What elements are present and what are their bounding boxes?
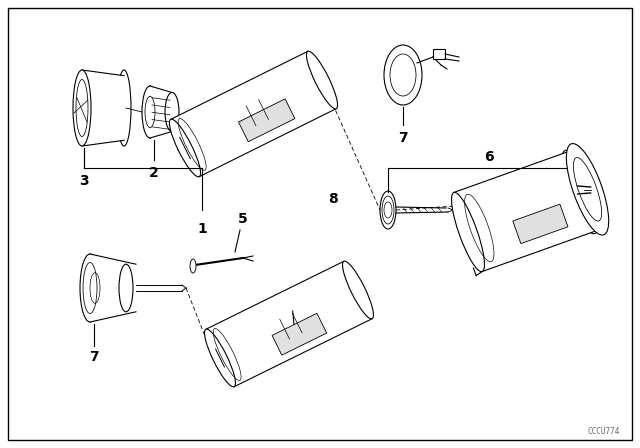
Ellipse shape bbox=[80, 254, 100, 322]
Bar bbox=[433, 49, 445, 59]
Text: 2: 2 bbox=[149, 166, 159, 180]
Text: CCCU774: CCCU774 bbox=[588, 427, 620, 436]
Ellipse shape bbox=[205, 329, 236, 387]
Text: 8: 8 bbox=[328, 192, 338, 206]
Ellipse shape bbox=[119, 264, 133, 312]
Text: 3: 3 bbox=[79, 174, 89, 188]
Ellipse shape bbox=[142, 86, 158, 138]
Ellipse shape bbox=[307, 51, 337, 109]
Polygon shape bbox=[454, 152, 594, 271]
FancyBboxPatch shape bbox=[239, 99, 295, 142]
Ellipse shape bbox=[380, 191, 396, 229]
Ellipse shape bbox=[452, 192, 484, 271]
Ellipse shape bbox=[566, 143, 609, 235]
Polygon shape bbox=[82, 70, 124, 146]
Text: 1: 1 bbox=[197, 222, 207, 236]
Ellipse shape bbox=[190, 259, 196, 273]
Ellipse shape bbox=[573, 158, 602, 221]
FancyBboxPatch shape bbox=[513, 204, 568, 244]
Ellipse shape bbox=[170, 119, 200, 177]
Ellipse shape bbox=[561, 150, 598, 234]
Ellipse shape bbox=[117, 70, 131, 146]
Text: 7: 7 bbox=[89, 350, 99, 364]
Polygon shape bbox=[150, 86, 172, 138]
Ellipse shape bbox=[83, 263, 97, 314]
Text: 6: 6 bbox=[484, 150, 494, 164]
Polygon shape bbox=[206, 261, 372, 387]
FancyBboxPatch shape bbox=[272, 313, 326, 355]
Text: 5: 5 bbox=[238, 212, 248, 226]
Ellipse shape bbox=[382, 196, 394, 224]
Polygon shape bbox=[90, 254, 136, 322]
Ellipse shape bbox=[384, 45, 422, 105]
Ellipse shape bbox=[342, 261, 374, 319]
Ellipse shape bbox=[165, 92, 179, 132]
Text: 4: 4 bbox=[290, 335, 300, 349]
Ellipse shape bbox=[73, 70, 91, 146]
Ellipse shape bbox=[384, 202, 392, 218]
Ellipse shape bbox=[390, 54, 416, 96]
Polygon shape bbox=[171, 52, 336, 177]
Text: 7: 7 bbox=[398, 131, 408, 145]
